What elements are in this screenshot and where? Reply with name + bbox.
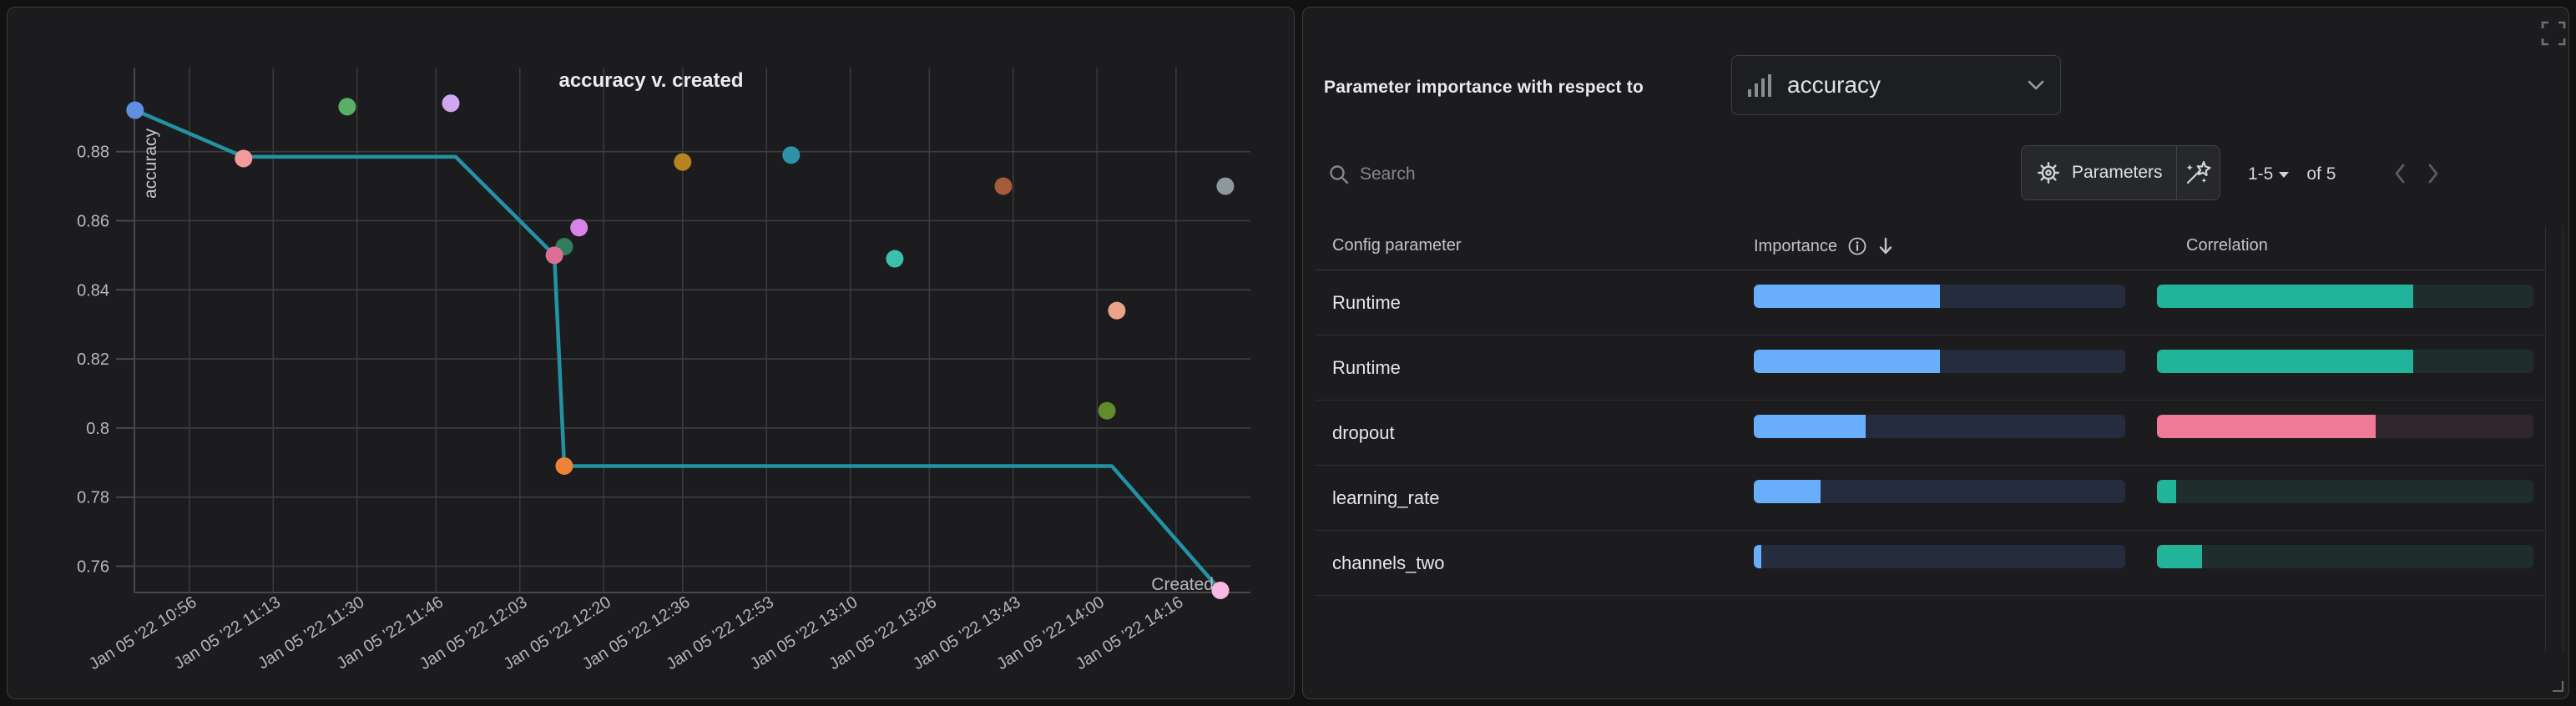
table-edge-divider (2545, 226, 2546, 652)
y-tick-label: 0.88 (77, 144, 109, 162)
parameter-row: Runtime (1315, 270, 2545, 335)
run-point[interactable] (1098, 401, 1116, 420)
correlation-bar-fill (2157, 480, 2176, 503)
importance-bar-fill (1754, 285, 1940, 308)
panel-resize-grip[interactable] (2553, 681, 2563, 692)
correlation-bar-fill (2157, 285, 2413, 308)
correlation-bar-track (2157, 480, 2533, 503)
run-point[interactable] (555, 456, 573, 475)
parameter-importance-panel: Parameter importance with respect to acc… (1302, 7, 2569, 699)
correlation-bar-track (2157, 545, 2533, 568)
run-point[interactable] (338, 98, 356, 116)
importance-bar-track (1754, 545, 2125, 568)
previous-page-button[interactable] (2387, 159, 2412, 191)
chevron-down-icon (2028, 80, 2044, 90)
parameter-name: Runtime (1332, 292, 1401, 313)
pagination: 1-5 of 5 (2248, 156, 2446, 193)
y-tick-label: 0.84 (77, 281, 109, 300)
chart-panel: 0.76 0.78 0.8 0.82 0.84 0.86 0.88 Jan 05 '22 10… (7, 7, 1295, 699)
importance-bar-track (1754, 285, 2125, 308)
caret-down-icon (2279, 172, 2290, 178)
fullscreen-icon (2541, 21, 2566, 45)
next-page-button[interactable] (2421, 159, 2446, 191)
table-header: Config parameter Importance Correlation (1315, 226, 2545, 270)
search-icon (1330, 165, 1349, 184)
column-header-config-parameter[interactable]: Config parameter (1332, 236, 1462, 255)
y-tick-label: 0.78 (77, 489, 109, 507)
y-tick-label: 0.86 (77, 213, 109, 231)
parameter-row: dropout (1315, 401, 2545, 466)
run-point[interactable] (1108, 301, 1126, 320)
correlation-bar-fill (2157, 545, 2203, 568)
chart-title: accuracy v. created (558, 69, 743, 92)
parameter-row: learning_rate (1315, 466, 2545, 531)
y-tick-label: 0.76 (77, 558, 109, 577)
run-point[interactable] (235, 149, 253, 168)
info-icon[interactable] (1847, 236, 1867, 256)
metric-selector-value: accuracy (1787, 72, 1881, 98)
importance-bar-track (1754, 480, 2125, 503)
chevron-right-icon (2428, 164, 2438, 183)
run-point[interactable] (570, 219, 588, 237)
correlation-bar-fill (2157, 415, 2376, 438)
parameters-button-group: Parameters (2021, 145, 2220, 200)
correlation-bar-track (2157, 285, 2533, 308)
parameter-name: dropout (1332, 422, 1395, 443)
parameter-row: channels_two (1315, 531, 2545, 596)
gear-icon (2037, 161, 2059, 184)
page-total-label: of 5 (2306, 164, 2336, 184)
importance-bar-track (1754, 350, 2125, 373)
y-axis-title: accuracy (141, 128, 160, 199)
parameter-name: Runtime (1332, 357, 1401, 378)
x-axis-title: Created (1151, 575, 1214, 594)
best-accuracy-line (133, 108, 1223, 593)
importance-bar-track (1754, 415, 2125, 438)
importance-bar-fill (1754, 545, 1761, 568)
run-point[interactable] (442, 94, 460, 113)
importance-bar-fill (1754, 415, 1866, 438)
run-point[interactable] (1211, 581, 1230, 599)
page-range-label: 1-5 (2248, 164, 2274, 184)
correlation-bar-fill (2157, 350, 2413, 373)
sort-descending-icon (1879, 237, 1892, 255)
run-point[interactable] (126, 101, 144, 119)
run-point[interactable] (674, 153, 692, 171)
y-tick-label: 0.8 (86, 420, 109, 438)
chevron-left-icon (2395, 164, 2405, 183)
parameter-name: channels_two (1332, 552, 1445, 573)
importance-bar-fill (1754, 350, 1940, 373)
page-range-dropdown[interactable]: 1-5 (2248, 164, 2290, 184)
panel-title: Parameter importance with respect to (1324, 78, 1644, 97)
run-point[interactable] (782, 146, 801, 164)
column-header-correlation[interactable]: Correlation (2186, 236, 2268, 255)
search-input[interactable] (1360, 164, 1644, 184)
run-point[interactable] (545, 246, 563, 265)
parameters-button-label: Parameters (2072, 163, 2163, 182)
parameter-row: Runtime (1315, 335, 2545, 401)
magic-wand-icon (2186, 160, 2211, 184)
bar-chart-icon (1748, 74, 1771, 97)
metric-selector-dropdown[interactable]: accuracy (1731, 55, 2061, 115)
fullscreen-button[interactable] (2537, 18, 2570, 51)
magic-wand-button[interactable] (2175, 146, 2220, 199)
run-point[interactable] (994, 177, 1013, 195)
parameters-button[interactable]: Parameters (2022, 146, 2176, 199)
run-point[interactable] (1216, 177, 1235, 195)
importance-bar-fill (1754, 480, 1821, 503)
y-tick-label: 0.82 (77, 350, 109, 369)
correlation-bar-track (2157, 415, 2533, 438)
run-point[interactable] (886, 250, 904, 268)
correlation-bar-track (2157, 350, 2533, 373)
parameter-name: learning_rate (1332, 487, 1440, 508)
column-header-importance[interactable]: Importance (1754, 236, 1894, 256)
search-box[interactable] (1328, 156, 1679, 193)
